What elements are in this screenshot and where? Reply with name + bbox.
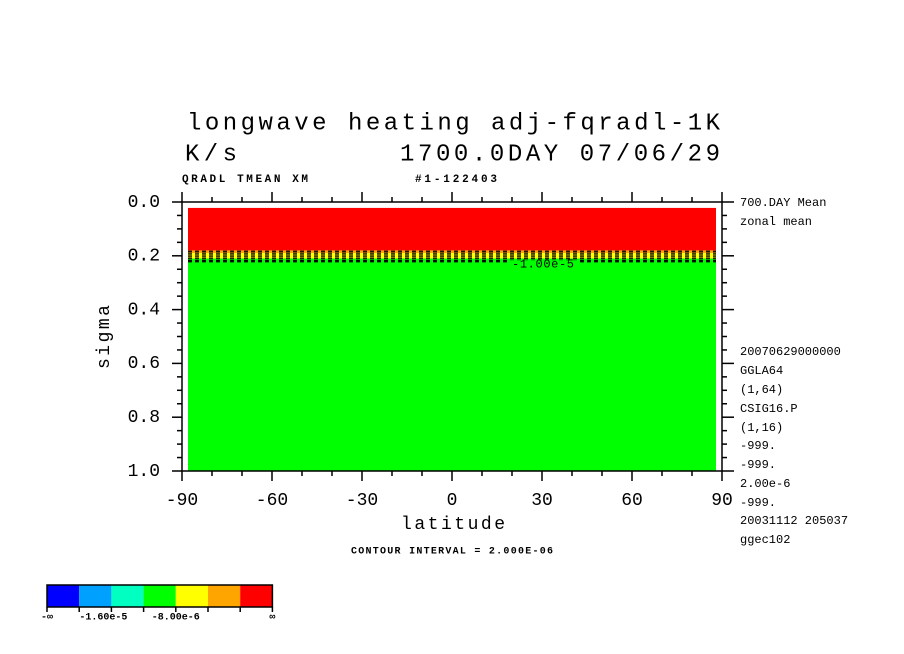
side-note: -999.	[740, 458, 776, 472]
x-tick-label: 30	[531, 491, 553, 511]
footer: CONTOUR INTERVAL = 2.000E-06	[351, 547, 553, 558]
side-note: 20031112 205037	[740, 514, 848, 528]
units: K/s	[185, 141, 237, 168]
side-note: zonal mean	[740, 215, 812, 229]
subtitle-right: #1-122403	[415, 174, 497, 186]
side-note: -999.	[740, 439, 776, 453]
side-note: 20070629000000	[740, 345, 841, 359]
contour-label: -1.00e-5	[512, 257, 574, 271]
colorbar-frame	[46, 584, 274, 608]
colorbar-label: -∞	[41, 613, 53, 624]
contour-band	[188, 253, 716, 259]
y-tick-label: 0.4	[128, 300, 160, 320]
y-tick-label: 0.6	[128, 354, 160, 374]
y-tick-label: 0.8	[128, 408, 160, 428]
contour-band	[188, 207, 716, 251]
colorbar-swatch	[175, 585, 208, 607]
colorbar-label: -8.00e-6	[152, 613, 200, 624]
side-note: CSIG16.P	[740, 402, 798, 416]
side-note: (1,16)	[740, 421, 783, 435]
colorbar-swatch	[208, 585, 241, 607]
y-tick-label: 0.2	[128, 247, 160, 267]
side-note: GGLA64	[740, 364, 783, 378]
x-tick-label: 90	[711, 491, 733, 511]
colorbar-label: ∞	[269, 613, 275, 624]
x-tick-label: -30	[346, 491, 378, 511]
y-axis-label: sigma	[95, 305, 115, 369]
side-note: -999.	[740, 496, 776, 510]
colorbar-swatch	[240, 585, 273, 607]
side-note: (1,64)	[740, 383, 783, 397]
contour-label-bg	[508, 260, 580, 270]
side-note: ggec102	[740, 533, 790, 547]
x-tick-label: 60	[621, 491, 643, 511]
colorbar-label: -1.60e-5	[79, 613, 127, 624]
x-tick-label: 0	[447, 491, 458, 511]
x-tick-label: -90	[166, 491, 198, 511]
colorbar-swatch	[111, 585, 144, 607]
contour-band	[188, 258, 716, 471]
colorbar-swatch	[79, 585, 112, 607]
y-tick-label: 1.0	[128, 462, 160, 482]
y-tick-label: 0.0	[128, 193, 160, 213]
side-note: 700.DAY Mean	[740, 196, 826, 210]
colorbar-swatch	[143, 585, 176, 607]
side-note: 2.00e-6	[740, 477, 790, 491]
contour-band	[188, 250, 716, 254]
colorbar-swatch	[47, 585, 80, 607]
x-tick-label: -60	[256, 491, 288, 511]
